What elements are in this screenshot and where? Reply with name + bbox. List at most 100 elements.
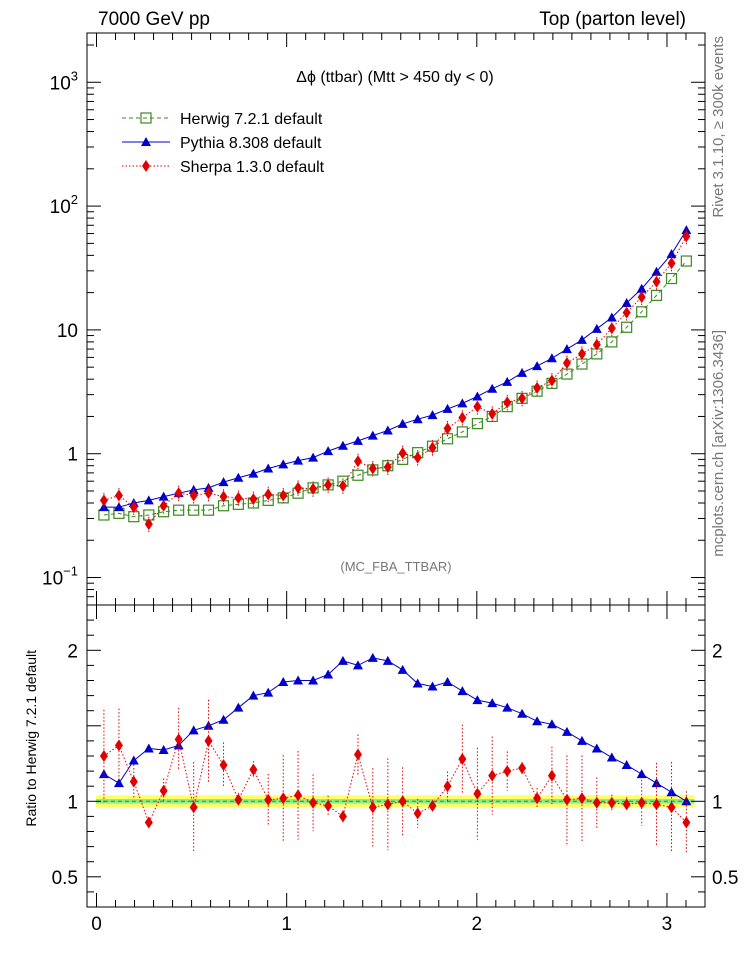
point-sherpa bbox=[458, 411, 467, 424]
point-sherpa bbox=[174, 487, 183, 500]
chart-title: Δϕ (ttbar) (Mtt > 450 dy < 0) bbox=[296, 69, 494, 86]
point-sherpa bbox=[309, 482, 318, 495]
series-line-sherpa bbox=[103, 236, 687, 525]
ratio-point-pythia bbox=[681, 796, 692, 806]
point-sherpa bbox=[473, 400, 482, 413]
ratio-point-pythia bbox=[487, 698, 498, 708]
point-sherpa bbox=[667, 257, 676, 270]
ratio-point-sherpa bbox=[652, 798, 661, 811]
point-sherpa bbox=[99, 494, 108, 507]
ratio-point-sherpa bbox=[607, 796, 616, 809]
point-sherpa bbox=[189, 489, 198, 502]
header-right: Top (parton level) bbox=[539, 9, 686, 30]
point-pythia bbox=[621, 297, 632, 307]
ratio-point-pythia bbox=[352, 660, 363, 670]
ratio-point-pythia bbox=[517, 708, 528, 718]
point-sherpa bbox=[249, 493, 258, 506]
ratio-point-sherpa bbox=[324, 799, 333, 812]
upper-ytick-label: 10 bbox=[57, 321, 78, 342]
point-pythia bbox=[412, 414, 423, 424]
xtick-label: 1 bbox=[281, 914, 292, 935]
point-herwig bbox=[352, 469, 364, 481]
point-pythia bbox=[561, 344, 572, 354]
point-sherpa bbox=[622, 306, 631, 319]
point-pythia bbox=[472, 391, 483, 401]
point-sherpa bbox=[144, 518, 153, 531]
point-herwig bbox=[456, 426, 468, 438]
upper-ytick-label: 1 bbox=[67, 445, 78, 466]
point-sherpa bbox=[503, 396, 512, 409]
ratio-point-sherpa bbox=[473, 787, 482, 800]
legend-marker bbox=[141, 137, 151, 146]
point-pythia bbox=[113, 502, 124, 512]
point-herwig bbox=[173, 504, 185, 516]
point-pythia bbox=[606, 312, 617, 322]
point-pythia bbox=[546, 353, 557, 363]
ratio-point-sherpa bbox=[547, 769, 556, 782]
ratio-point-sherpa bbox=[622, 798, 631, 811]
ratio-point-pythia bbox=[382, 655, 393, 665]
point-sherpa bbox=[592, 338, 601, 351]
ratio-point-pythia bbox=[263, 687, 274, 697]
ratio-point-pythia bbox=[561, 726, 572, 736]
point-herwig bbox=[680, 255, 692, 267]
ratio-point-sherpa bbox=[413, 807, 422, 820]
point-pythia bbox=[352, 435, 363, 445]
point-sherpa bbox=[234, 491, 243, 504]
point-pythia bbox=[218, 477, 229, 487]
header-left: 7000 GeV pp bbox=[98, 9, 210, 30]
ratio-band bbox=[95, 795, 695, 808]
ratio-point-sherpa bbox=[682, 816, 691, 829]
point-pythia bbox=[636, 283, 647, 293]
ratio-point-sherpa bbox=[249, 763, 258, 776]
ratio-point-sherpa bbox=[518, 762, 527, 775]
ratio-point-pythia bbox=[143, 743, 154, 753]
point-sherpa bbox=[279, 489, 288, 502]
ratio-point-sherpa bbox=[114, 739, 123, 752]
point-sherpa bbox=[577, 347, 586, 360]
ratio-point-sherpa bbox=[592, 796, 601, 809]
point-sherpa bbox=[488, 407, 497, 420]
ratio-point-sherpa bbox=[234, 793, 243, 806]
point-pythia bbox=[397, 418, 408, 428]
point-pythia bbox=[98, 502, 109, 512]
watermark: (MC_FBA_TTBAR) bbox=[340, 559, 451, 574]
point-pythia bbox=[308, 452, 319, 462]
point-pythia bbox=[337, 440, 348, 450]
point-sherpa bbox=[338, 479, 347, 492]
point-sherpa bbox=[443, 422, 452, 435]
ratio-point-pythia bbox=[591, 743, 602, 753]
point-pythia bbox=[666, 249, 677, 259]
point-sherpa bbox=[368, 462, 377, 475]
point-pythia bbox=[591, 323, 602, 333]
ratio-point-pythia bbox=[546, 719, 557, 729]
ratio-point-pythia bbox=[651, 778, 662, 788]
ratio-ytick-label: 1 bbox=[67, 792, 78, 813]
ratio-point-pythia bbox=[248, 690, 259, 700]
ratio-point-sherpa bbox=[368, 801, 377, 814]
ratio-point-sherpa bbox=[428, 799, 437, 812]
ratio-point-pythia bbox=[457, 686, 468, 696]
point-herwig bbox=[202, 504, 215, 516]
ratio-point-pythia bbox=[128, 755, 139, 765]
ratio-point-pythia bbox=[113, 778, 124, 788]
point-sherpa bbox=[652, 275, 661, 288]
point-pythia bbox=[293, 455, 304, 465]
ratio-point-pythia bbox=[576, 735, 587, 745]
ratio-point-sherpa bbox=[398, 795, 407, 808]
point-pythia bbox=[517, 367, 528, 377]
point-pythia bbox=[263, 463, 274, 473]
ratio-point-sherpa bbox=[309, 796, 318, 809]
ratio-point-pythia bbox=[278, 677, 289, 687]
ratio-point-pythia bbox=[397, 664, 408, 674]
point-pythia bbox=[367, 430, 378, 440]
point-pythia bbox=[651, 266, 662, 276]
point-pythia bbox=[576, 334, 587, 344]
legend-label: Sherpa 1.3.0 default bbox=[180, 159, 325, 176]
point-pythia bbox=[382, 425, 393, 435]
ratio-series-layer bbox=[98, 652, 692, 854]
point-sherpa bbox=[264, 488, 273, 501]
xtick-label: 0 bbox=[91, 914, 102, 935]
point-sherpa bbox=[637, 291, 646, 304]
point-pythia bbox=[502, 376, 513, 386]
